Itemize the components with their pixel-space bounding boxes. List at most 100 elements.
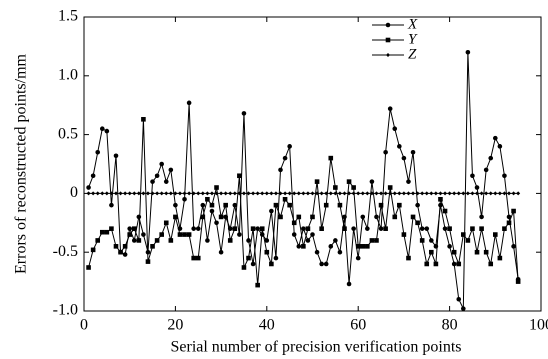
- point: [419, 238, 425, 243]
- point: [109, 191, 114, 196]
- point: [86, 185, 91, 190]
- legend-marker: [386, 53, 390, 57]
- point: [90, 247, 96, 253]
- point: [424, 191, 429, 196]
- point: [323, 202, 329, 208]
- point: [419, 226, 425, 231]
- point: [109, 226, 114, 231]
- point: [461, 191, 466, 196]
- point: [154, 173, 160, 179]
- point: [122, 252, 128, 257]
- point: [497, 255, 503, 261]
- point: [429, 238, 434, 243]
- point: [479, 191, 484, 196]
- point: [255, 282, 260, 288]
- point: [310, 232, 315, 237]
- point: [223, 191, 228, 196]
- point: [488, 261, 494, 267]
- point: [200, 214, 206, 220]
- point: [131, 226, 137, 231]
- point: [250, 261, 256, 267]
- y-tick-label: 1.0: [58, 66, 78, 83]
- point: [191, 226, 196, 231]
- point: [474, 249, 480, 255]
- point: [296, 214, 302, 220]
- point: [264, 191, 269, 196]
- point: [205, 196, 210, 202]
- point: [401, 155, 407, 161]
- point: [502, 191, 507, 196]
- point: [369, 191, 374, 196]
- point: [136, 191, 141, 196]
- point: [232, 202, 238, 208]
- point: [273, 202, 279, 208]
- point: [287, 144, 292, 149]
- point: [141, 117, 146, 122]
- point: [127, 226, 132, 231]
- point: [365, 244, 370, 249]
- point: [374, 214, 379, 220]
- point: [397, 202, 402, 208]
- point: [136, 214, 142, 220]
- point: [196, 191, 201, 196]
- point: [365, 226, 370, 231]
- point: [223, 202, 228, 208]
- point: [241, 111, 247, 116]
- point: [154, 238, 160, 243]
- point: [273, 255, 279, 261]
- point: [255, 191, 260, 196]
- point: [511, 191, 516, 196]
- point: [246, 191, 251, 196]
- point: [219, 191, 224, 196]
- x-axis-label: Serial number of precision verification …: [170, 339, 461, 356]
- point: [378, 226, 384, 231]
- point: [113, 244, 119, 249]
- point: [410, 214, 416, 220]
- point: [351, 191, 356, 196]
- point: [401, 232, 407, 237]
- point: [356, 191, 361, 196]
- point: [397, 144, 402, 149]
- point: [104, 128, 110, 134]
- point: [475, 191, 480, 196]
- point: [269, 191, 274, 196]
- point: [168, 167, 174, 173]
- point: [415, 202, 420, 208]
- point: [493, 232, 498, 237]
- legend-marker: [385, 22, 391, 28]
- point: [305, 191, 310, 196]
- point: [141, 191, 146, 196]
- point: [187, 191, 192, 196]
- point: [379, 191, 384, 196]
- point: [122, 244, 128, 249]
- point: [141, 232, 146, 237]
- point: [301, 191, 306, 196]
- point: [269, 261, 274, 267]
- point: [442, 208, 448, 214]
- point: [319, 226, 324, 231]
- point: [264, 249, 270, 255]
- point: [392, 126, 398, 132]
- point: [246, 255, 251, 261]
- point: [283, 191, 288, 196]
- point: [237, 173, 242, 179]
- point: [383, 149, 388, 155]
- point: [214, 191, 219, 196]
- point: [314, 249, 320, 255]
- point: [424, 261, 430, 267]
- point: [433, 191, 438, 196]
- point: [369, 179, 375, 184]
- point: [465, 49, 471, 55]
- point: [164, 191, 169, 196]
- y-tick-label: 0.5: [58, 125, 78, 142]
- point: [109, 202, 114, 208]
- point: [163, 179, 169, 184]
- point: [250, 226, 256, 231]
- point: [351, 185, 356, 190]
- point: [200, 191, 205, 196]
- point: [456, 296, 462, 302]
- point: [383, 226, 388, 231]
- point: [424, 226, 430, 231]
- point: [360, 191, 365, 196]
